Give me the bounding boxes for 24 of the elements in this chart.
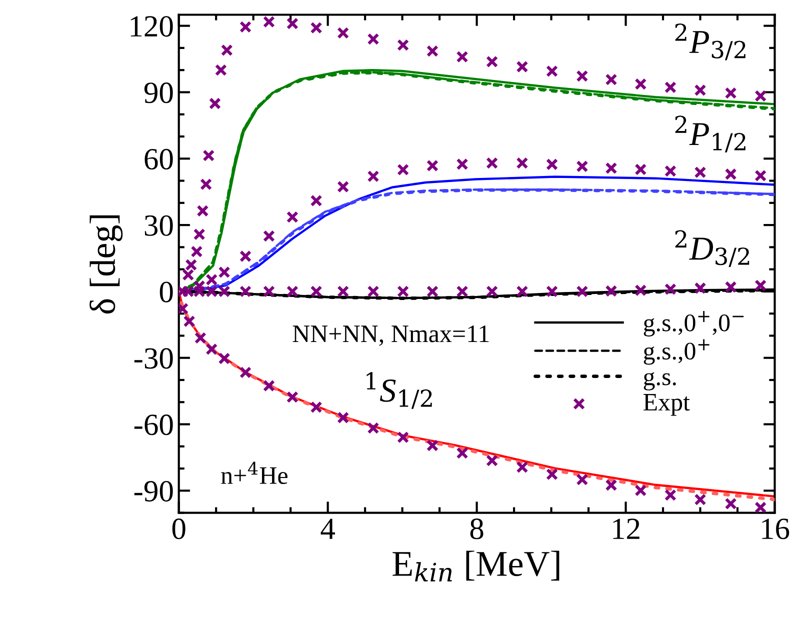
legend-label: g.s.,0$^{+}$ bbox=[644, 339, 710, 365]
y-tick-label: 120 bbox=[130, 16, 173, 37]
y-tick-label: -60 bbox=[134, 414, 173, 436]
y-tick-label: -90 bbox=[134, 480, 173, 502]
y-tick-label: 60 bbox=[144, 148, 173, 170]
y-tick-label: 90 bbox=[144, 82, 173, 104]
x-tick-label: 8 bbox=[470, 518, 484, 540]
annotation: $^{1}$S$_{1/2}$ bbox=[366, 372, 432, 409]
annotation: n+$^{4}$He bbox=[221, 462, 288, 484]
legend-label: g.s.,0$^{+}$,0$^{−}$ bbox=[644, 311, 744, 336]
legend-label: g.s. bbox=[644, 372, 676, 390]
x-tick-label: 12 bbox=[613, 518, 640, 539]
legend-label: Expt bbox=[643, 394, 690, 416]
annotation: NN+NN, Nmax=11 bbox=[292, 326, 489, 346]
annotation: $^{2}$P$_{1/2}$ bbox=[675, 116, 746, 152]
y-tick-label: 0 bbox=[160, 282, 173, 302]
annotation: $^{2}$P$_{3/2}$ bbox=[675, 23, 746, 60]
y-axis-title: δ [deg] bbox=[90, 215, 123, 314]
x-tick-label: 16 bbox=[762, 518, 790, 540]
y-tick-label: 30 bbox=[144, 215, 173, 236]
y-tick-label: -30 bbox=[134, 348, 173, 369]
x-axis-title: E$_{kin}$ [MeV] bbox=[392, 550, 560, 582]
annotation: $^{2}$D$_{3/2}$ bbox=[675, 230, 750, 267]
x-tick-label: 4 bbox=[320, 518, 335, 539]
